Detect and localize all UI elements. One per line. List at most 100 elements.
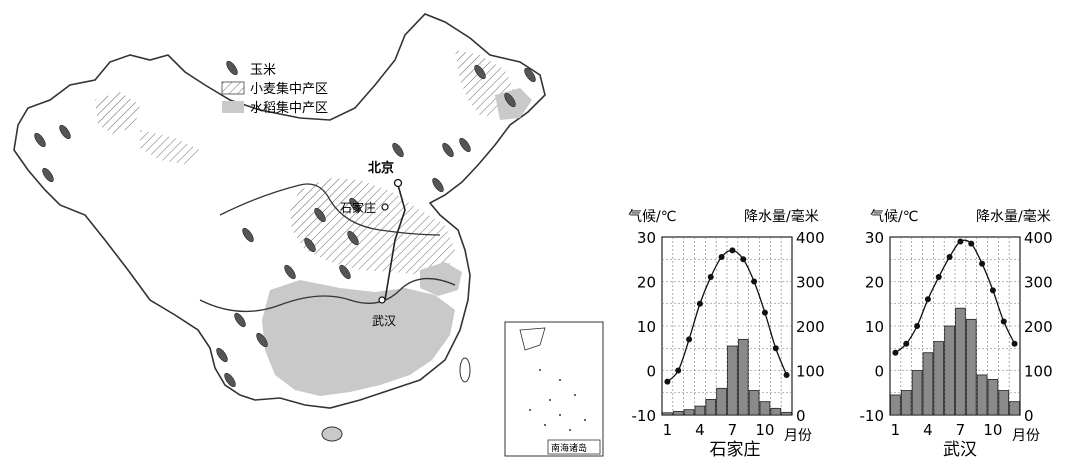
corn-icons (34, 64, 536, 388)
temp-point-month-6 (718, 254, 725, 261)
temp-point-month-9 (979, 260, 986, 267)
corn-legend-icon (226, 60, 238, 76)
left-tick-label: 30 (865, 229, 884, 247)
temp-point-month-2 (903, 340, 910, 347)
legend-wheat-swatch (221, 81, 245, 95)
right-tick-label: 200 (796, 318, 825, 336)
rice-region-yangtze (420, 262, 462, 296)
chart-left-axis-label: 气候/℃ (628, 209, 676, 225)
city-shijiazhuang: 石家庄 (340, 200, 389, 215)
temp-point-month-10 (761, 309, 768, 316)
precip-bar-month-2 (672, 411, 684, 416)
legend-rice-swatch (222, 101, 244, 113)
precip-bar-month-1 (662, 412, 673, 416)
inset-label: 南海诸岛 (551, 442, 587, 454)
chart-right-axis-label: 降水量/毫米 (976, 208, 1051, 225)
legend-wheat-label: 小麦集中产区 (250, 81, 328, 97)
x-tick-label: 7 (956, 421, 966, 439)
precip-bar-month-11 (998, 390, 1010, 416)
temp-point-month-7 (957, 238, 964, 245)
left-tick-label: 20 (865, 274, 884, 292)
chart-right-axis-label: 降水量/毫米 (744, 208, 819, 225)
temp-point-month-10 (989, 287, 996, 294)
temp-point-month-11 (1000, 318, 1007, 325)
chart-precip-bars (662, 338, 792, 416)
temp-point-month-3 (686, 336, 693, 343)
city-wuhan: 武汉 (372, 296, 396, 328)
left-tick-label: -10 (632, 407, 657, 425)
x-tick-label: 7 (728, 421, 738, 439)
right-tick-label: 100 (796, 363, 825, 381)
chart-grid (661, 236, 793, 416)
precip-bar-month-10 (987, 378, 999, 416)
x-tick-label: 4 (923, 421, 933, 439)
temp-point-month-2 (675, 367, 682, 374)
chart-x-axis-label: 月份 (1012, 428, 1040, 444)
taiwan-island (459, 357, 471, 383)
temp-point-month-4 (924, 296, 931, 303)
precip-bar-month-9 (976, 374, 988, 416)
precip-bar-month-2 (900, 390, 912, 416)
temp-point-month-5 (935, 274, 942, 281)
city-beijing: 北京 (368, 160, 403, 188)
precip-bar-month-5 (705, 399, 717, 416)
rice-region-south (262, 280, 455, 396)
chart-title: 武汉 (943, 440, 977, 460)
x-tick-label: 10 (983, 421, 1002, 439)
left-tick-label: 0 (874, 363, 884, 381)
temp-point-month-4 (696, 300, 703, 307)
precip-bar-month-6 (716, 387, 727, 416)
precip-bar-month-4 (694, 405, 706, 416)
precip-bar-month-12 (1009, 401, 1020, 416)
x-tick-label: 10 (755, 421, 774, 439)
climate-chart-wuhan: 气候/℃ 降水量/毫米 武汉 月份 3020100-10400300200100… (860, 208, 1053, 460)
precip-bar-month-7 (955, 307, 966, 416)
temp-point-month-1 (664, 378, 671, 385)
temp-point-month-11 (772, 345, 779, 352)
precip-bar-month-7 (727, 345, 738, 416)
temp-point-month-3 (914, 323, 921, 329)
precip-bar-month-3 (911, 370, 923, 416)
temp-point-month-7 (729, 247, 736, 254)
right-tick-label: 200 (1024, 318, 1053, 336)
left-tick-label: 20 (637, 274, 656, 292)
temp-point-month-8 (968, 240, 975, 247)
right-tick-label: 300 (796, 274, 825, 292)
legend-corn-label: 玉米 (250, 63, 276, 78)
precip-bar-month-8 (965, 318, 977, 416)
chart-temp-line (892, 238, 1018, 356)
precip-bar-month-4 (922, 352, 934, 416)
wheat-region-hexi (140, 130, 200, 165)
right-tick-label: 400 (1024, 229, 1053, 247)
yangtze-river (199, 278, 456, 313)
x-tick-label: 1 (891, 421, 901, 439)
chart-precip-bars (890, 307, 1020, 416)
temp-point-month-5 (707, 274, 714, 281)
precip-bar-month-5 (933, 341, 945, 416)
chart-left-axis-label: 气候/℃ (870, 209, 918, 225)
precip-bar-month-11 (770, 407, 782, 416)
legend-rice-label: 水稻集中产区 (250, 100, 328, 116)
south-china-sea-inset: 南海诸岛 (504, 321, 604, 457)
left-tick-label: 10 (865, 318, 884, 336)
x-tick-label: 1 (663, 421, 673, 439)
precip-bar-month-10 (759, 401, 771, 416)
temp-point-month-12 (1011, 340, 1018, 347)
chart-x-axis-label: 月份 (784, 428, 812, 444)
wheat-region-northwest (95, 92, 140, 135)
chart-grid (889, 236, 1021, 416)
climate-chart-shijiazhuang: 气候/℃ 降水量/毫米 石家庄 月份 30 20 100 -10 400 300 200 10… (628, 208, 825, 460)
left-tick-label: 30 (637, 229, 656, 247)
left-tick-label: -10 (860, 407, 885, 425)
temp-point-month-8 (740, 256, 747, 263)
chart-title: 石家庄 (710, 440, 761, 460)
hainan-island (321, 426, 343, 442)
right-tick-label: 100 (1024, 363, 1053, 381)
precip-bar-month-8 (737, 338, 749, 416)
city-label-wuhan: 武汉 (372, 314, 396, 328)
x-tick-label: 4 (695, 421, 705, 439)
china-crop-map: 玉米 小麦集中产区 水稻集中产区 北京 石家庄 武汉 南海诸岛 (13, 13, 604, 457)
precip-bar-month-9 (748, 390, 760, 416)
right-tick-label: 400 (796, 229, 825, 247)
